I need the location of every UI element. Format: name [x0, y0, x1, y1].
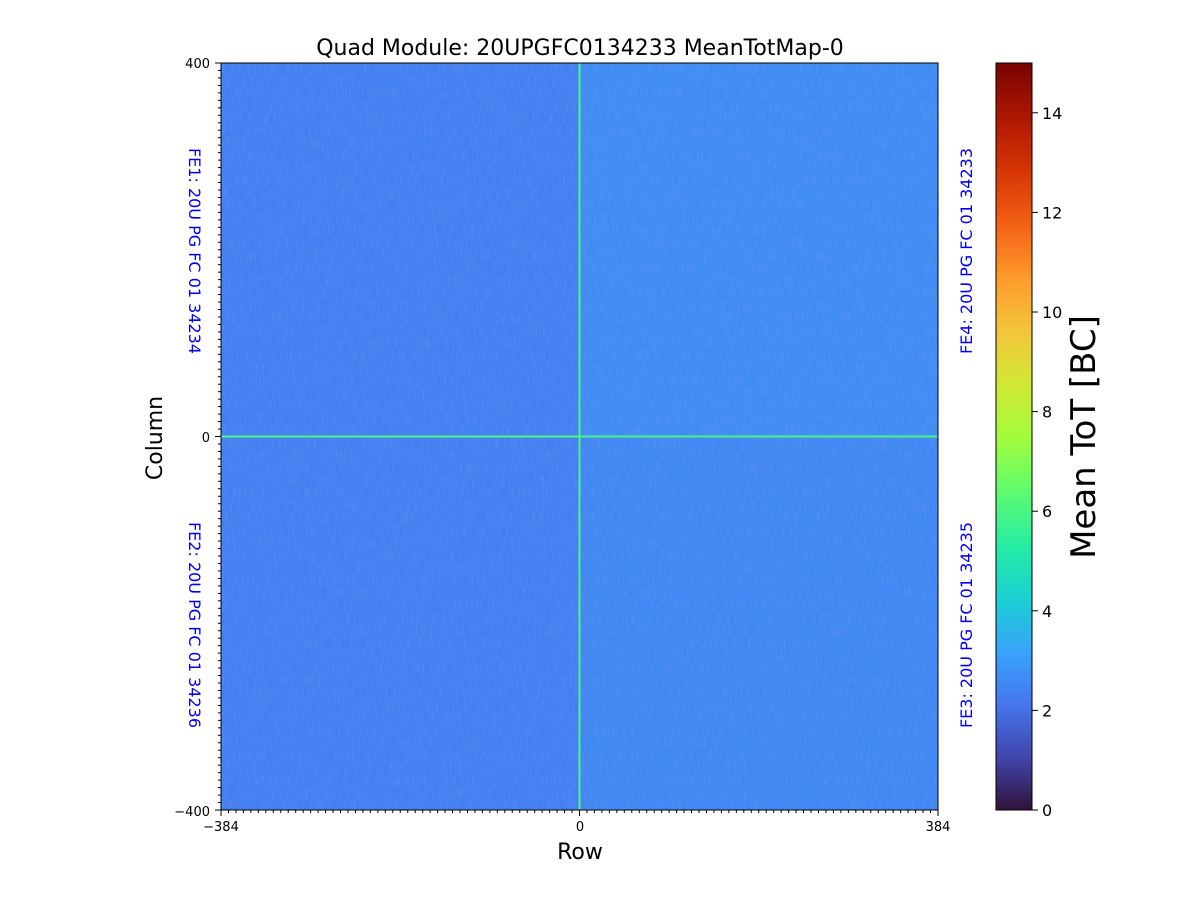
colorbar-tick-label: 6 — [1042, 502, 1052, 521]
y-tick-label-min: −400 — [174, 805, 210, 820]
colorbar-label: Mean ToT [BC] — [1064, 315, 1104, 559]
chip-label-fe2: FE2: 20U PG FC 01 34236 — [185, 522, 204, 728]
colorbar-ticks: 0 2 4 6 8 10 12 14 — [1032, 104, 1062, 820]
y-axis: 400 0 −400 Column — [143, 57, 210, 820]
x-tick-label-max: 384 — [926, 820, 951, 835]
colorbar-tick-label: 0 — [1042, 801, 1052, 820]
colorbar-tick-label: 14 — [1042, 104, 1062, 123]
colorbar-tick-label: 12 — [1042, 203, 1062, 222]
y-tick-label-mid: 0 — [202, 431, 210, 446]
colorbar-tick-label: 10 — [1042, 303, 1062, 322]
chart-title: Quad Module: 20UPGFC0134233 MeanTotMap-0 — [316, 36, 844, 61]
y-axis-label: Column — [143, 396, 168, 480]
colorbar-tick-label: 8 — [1042, 403, 1052, 422]
chip-label-fe4: FE4: 20U PG FC 01 34233 — [957, 148, 976, 354]
chip-label-fe1: FE1: 20U PG FC 01 34234 — [185, 148, 204, 354]
colorbar: 0 2 4 6 8 10 12 14 Mean ToT [BC] — [995, 62, 1104, 820]
y-tick-label-max: 400 — [185, 57, 210, 72]
colorbar-gradient — [995, 62, 1033, 811]
x-axis-label: Row — [557, 840, 603, 865]
axis-tick-marks — [215, 62, 939, 816]
colorbar-tick-label: 4 — [1042, 602, 1052, 621]
colorbar-tick-label: 2 — [1042, 701, 1052, 720]
x-axis: −384 0 384 Row — [203, 820, 950, 865]
chip-label-fe3: FE3: 20U PG FC 01 34235 — [957, 522, 976, 728]
heatmap — [220, 62, 939, 811]
x-tick-label-mid: 0 — [576, 820, 584, 835]
x-tick-label-min: −384 — [203, 820, 239, 835]
